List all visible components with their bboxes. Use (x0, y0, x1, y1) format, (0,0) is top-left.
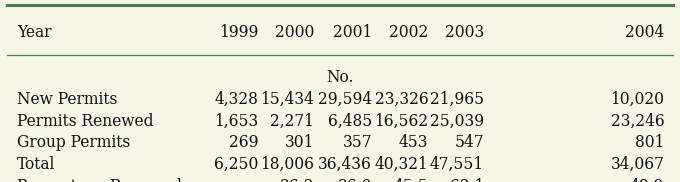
Text: 453: 453 (399, 134, 428, 151)
Text: 29,594: 29,594 (318, 91, 372, 108)
Text: 6,485: 6,485 (328, 112, 372, 130)
Text: 16,562: 16,562 (374, 112, 428, 130)
Text: 40,321: 40,321 (375, 156, 428, 173)
Text: 1999: 1999 (219, 24, 258, 41)
Text: 10,020: 10,020 (611, 91, 664, 108)
Text: 15,434: 15,434 (260, 91, 314, 108)
Text: 6,250: 6,250 (214, 156, 258, 173)
Text: 23,246: 23,246 (611, 112, 664, 130)
Text: Percentage Renewed: Percentage Renewed (17, 178, 182, 182)
Text: 18,006: 18,006 (260, 156, 314, 173)
Text: 301: 301 (285, 134, 314, 151)
Text: 45.5: 45.5 (394, 178, 428, 182)
Text: 2004: 2004 (625, 24, 664, 41)
Text: Year: Year (17, 24, 52, 41)
Text: Group Permits: Group Permits (17, 134, 131, 151)
Text: 269: 269 (229, 134, 258, 151)
Text: 48.9: 48.9 (630, 178, 664, 182)
Text: 21,965: 21,965 (430, 91, 484, 108)
Text: 36,436: 36,436 (318, 156, 372, 173)
Text: 47,551: 47,551 (430, 156, 484, 173)
Text: No.: No. (326, 69, 354, 86)
Text: 4,328: 4,328 (214, 91, 258, 108)
Text: 2003: 2003 (445, 24, 484, 41)
Text: 62.1: 62.1 (449, 178, 484, 182)
Text: 2002: 2002 (389, 24, 428, 41)
Text: 23,326: 23,326 (375, 91, 428, 108)
Text: 2,271: 2,271 (270, 112, 314, 130)
Text: Total: Total (17, 156, 55, 173)
Text: 34,067: 34,067 (611, 156, 664, 173)
Text: 801: 801 (635, 134, 664, 151)
Text: 2000: 2000 (275, 24, 314, 41)
Text: New Permits: New Permits (17, 91, 118, 108)
Text: 1,653: 1,653 (214, 112, 258, 130)
Text: 36.0: 36.0 (337, 178, 372, 182)
Text: Permits Renewed: Permits Renewed (17, 112, 154, 130)
Text: 357: 357 (343, 134, 372, 151)
Text: 547: 547 (455, 134, 484, 151)
Text: 25,039: 25,039 (430, 112, 484, 130)
Text: 36.3: 36.3 (279, 178, 314, 182)
Text: 2001: 2001 (333, 24, 372, 41)
